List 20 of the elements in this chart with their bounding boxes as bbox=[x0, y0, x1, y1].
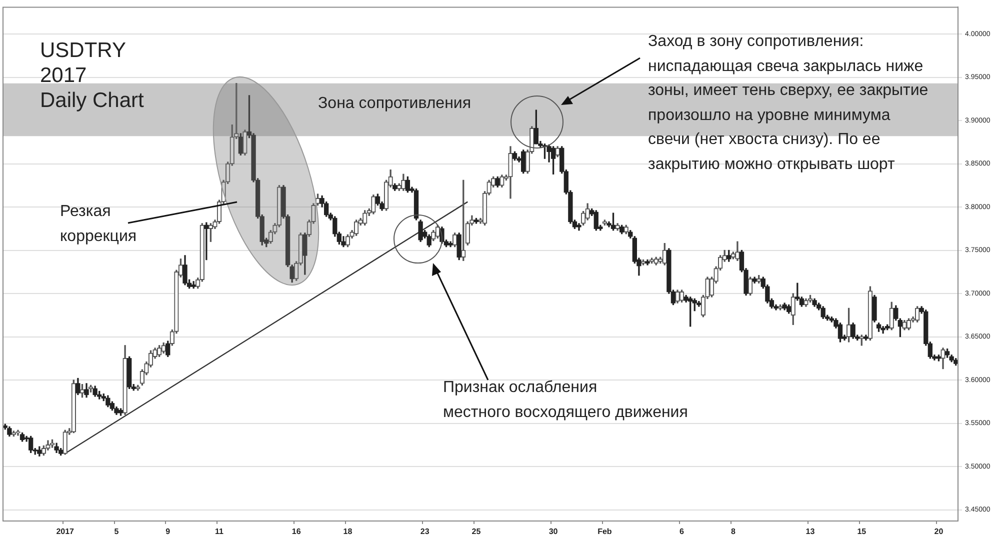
x-tick-label: 23 bbox=[420, 527, 430, 536]
x-tick-label: 30 bbox=[548, 527, 558, 536]
x-tick-label: 16 bbox=[292, 527, 302, 536]
x-tick-label: 2017 bbox=[56, 527, 75, 536]
x-tick-label: 15 bbox=[857, 527, 867, 536]
x-tick-label: 9 bbox=[166, 527, 171, 536]
x-tick-label: 13 bbox=[806, 527, 816, 536]
text: USDTRY 2017 Daily Chart bbox=[40, 38, 144, 113]
annotation: Признак ослабления местного восходящего движения bbox=[443, 378, 688, 422]
x-tick-label: 8 bbox=[730, 527, 736, 536]
x-tick-label: 6 bbox=[680, 527, 685, 536]
x-tick-label: 20 bbox=[934, 527, 944, 536]
x-tick-label: 25 bbox=[472, 527, 482, 536]
x-tick-label: Feb bbox=[598, 527, 612, 536]
band-label: Зона сопротивления bbox=[318, 95, 471, 113]
annotation: Резкая коррекция bbox=[60, 202, 137, 246]
x-tick-label: 11 bbox=[215, 527, 224, 536]
x-tick-label: 5 bbox=[114, 527, 120, 536]
x-tick-label: 18 bbox=[343, 527, 353, 536]
annotation: Заход в зону сопротивления: ниспадающая свеча закрылась ниже зоны, имеет тень сверху, ее закрытие произошло на уровне минимума свечи (нет хвоста снизу). По ее закрытию можно открывать шорт bbox=[648, 32, 928, 174]
